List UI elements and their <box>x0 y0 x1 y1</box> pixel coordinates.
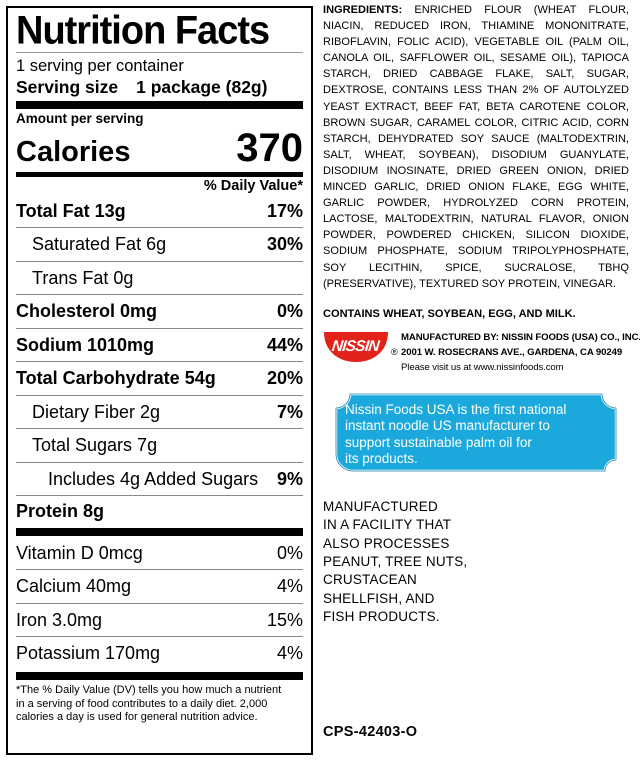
svg-text:NISSIN: NISSIN <box>331 338 381 355</box>
